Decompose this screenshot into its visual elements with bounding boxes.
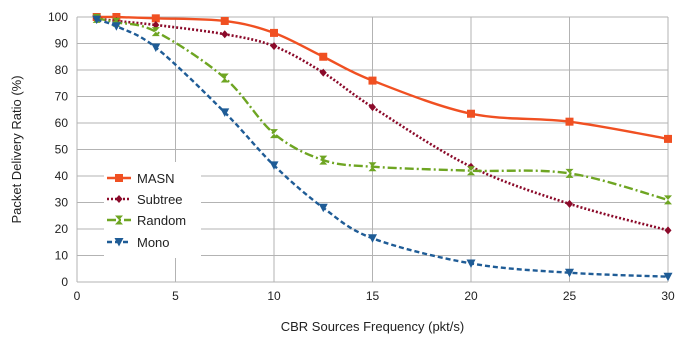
chart-axes: 0 10 20 30 40 50 60 70 80 90 100 0 5 10 15 20 25 30 [48,10,675,303]
data-point-masn [467,109,475,118]
y-tick-label: 20 [55,222,69,236]
data-point-mono [368,234,377,243]
data-point-mono [220,108,230,117]
data-point-mono [269,161,279,170]
y-tick-label: 50 [55,143,69,157]
x-tick-label: 0 [74,289,81,303]
data-point-masn [368,76,377,85]
series-line-subtree [96,17,669,232]
data-point-mono [565,268,574,278]
y-axis-label: Packet Delivery Ratio (%) [9,75,24,223]
data-point-mono [111,22,121,31]
data-point-masn [664,134,672,143]
data-point-random [220,73,229,83]
legend-marker-masn [115,174,123,182]
data-point-subtree [152,20,160,29]
legend-label-mono: Mono [137,235,170,250]
series-line-mono [96,18,669,278]
y-tick-label: 60 [55,116,69,130]
y-tick-label: 90 [55,37,69,51]
data-point-subtree [664,226,672,235]
data-point-random [368,162,377,172]
data-point-random [467,166,475,176]
legend-label-random: Random [137,213,186,228]
chart-grid [76,16,669,283]
data-point-mono [151,43,161,52]
x-tick-label: 25 [563,289,577,303]
chart-legend: MASN Subtree Random Mono [104,162,201,258]
x-tick-label: 30 [661,289,675,303]
chart-series [92,13,673,282]
data-point-masn [565,117,574,126]
series-line-random [96,17,669,202]
y-tick-label: 30 [55,196,69,210]
y-tick-label: 100 [48,10,68,24]
y-tick-label: 70 [55,90,69,104]
y-tick-label: 0 [61,275,68,289]
data-point-random [565,168,574,178]
legend-marker-mono [114,238,124,247]
data-point-mono [663,272,673,282]
y-tick-label: 40 [55,169,69,183]
y-tick-label: 80 [55,63,69,77]
legend-label-masn: MASN [137,171,175,186]
x-tick-label: 5 [172,289,179,303]
data-point-mono [92,15,102,25]
data-point-subtree [319,68,327,77]
data-point-subtree [369,103,376,112]
y-tick-label: 10 [55,249,69,263]
data-point-random [319,155,328,165]
data-point-subtree [270,42,278,51]
legend-label-subtree: Subtree [137,192,183,207]
data-point-random [270,129,278,139]
x-tick-label: 20 [464,289,478,303]
series-line-masn [96,15,669,141]
legend-marker-random [115,215,123,225]
data-point-subtree [566,199,573,208]
data-point-random [151,27,160,37]
data-point-subtree [221,30,229,39]
data-point-masn [270,28,278,37]
x-tick-label: 15 [366,289,380,303]
data-point-masn [319,52,328,61]
data-point-random [664,195,672,205]
x-tick-label: 10 [267,289,281,303]
data-point-masn [151,14,160,23]
data-point-mono [318,203,328,213]
x-axis-label: CBR Sources Frequency (pkt/s) [281,319,465,334]
data-point-masn [220,16,229,25]
data-point-mono [466,259,476,268]
legend-marker-subtree [115,195,123,203]
